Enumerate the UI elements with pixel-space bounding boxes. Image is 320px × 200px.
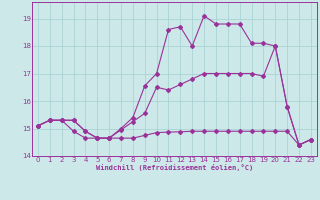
X-axis label: Windchill (Refroidissement éolien,°C): Windchill (Refroidissement éolien,°C) bbox=[96, 164, 253, 171]
